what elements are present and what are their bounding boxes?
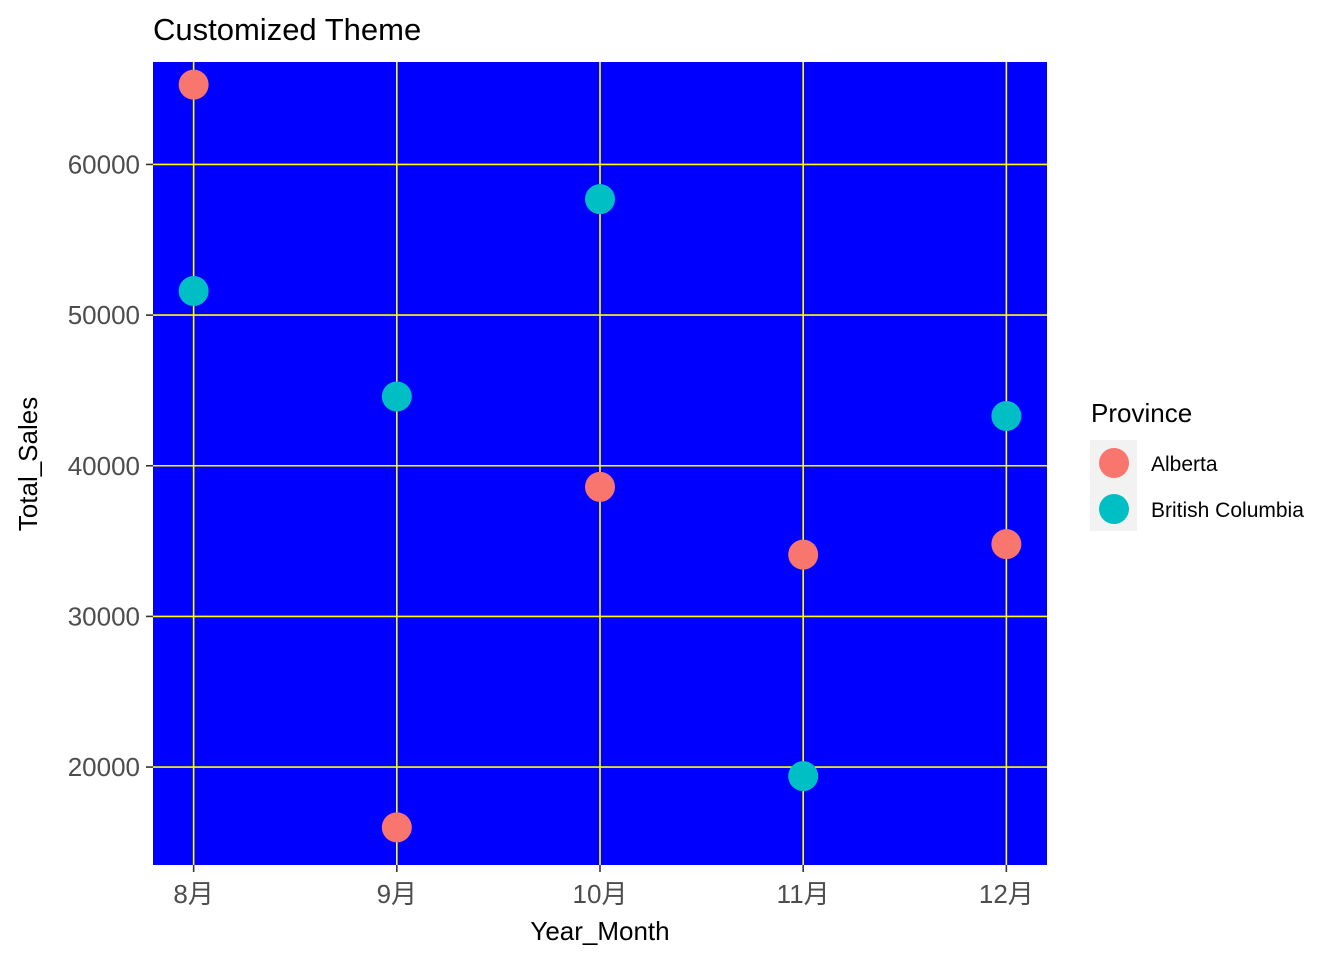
chart-title: Customized Theme — [153, 12, 421, 47]
y-axis: 20000 30000 40000 50000 60000 — [68, 149, 153, 782]
point-british-columbia — [788, 761, 819, 792]
x-tick-label: 9月 — [377, 879, 417, 909]
point-alberta — [585, 471, 615, 502]
point-british-columbia — [585, 184, 615, 215]
legend: Province Alberta British Columbia — [1090, 398, 1304, 531]
legend-label-alberta: Alberta — [1151, 453, 1218, 476]
legend-key-alberta — [1099, 448, 1129, 478]
x-tick-label: 8月 — [173, 879, 213, 909]
y-tick-label: 50000 — [68, 300, 140, 330]
legend-key-british-columbia — [1099, 494, 1129, 524]
y-axis-title: Total_Sales — [13, 397, 43, 531]
x-axis: 8月 9月 10月 11月 12月 — [173, 865, 1034, 909]
point-british-columbia — [991, 401, 1022, 432]
point-british-columbia — [178, 275, 209, 306]
data-points — [178, 69, 1022, 843]
x-tick-label: 10月 — [573, 879, 628, 909]
point-alberta — [381, 812, 412, 843]
legend-label-british-columbia: British Columbia — [1151, 499, 1304, 522]
point-alberta — [991, 529, 1022, 560]
x-tick-label: 11月 — [777, 879, 830, 909]
point-british-columbia — [381, 381, 412, 412]
y-tick-label: 30000 — [68, 601, 140, 631]
point-alberta — [178, 69, 209, 100]
x-axis-title: Year_Month — [530, 916, 669, 946]
y-tick-label: 20000 — [68, 752, 140, 782]
legend-title: Province — [1091, 398, 1192, 428]
x-tick-label: 12月 — [979, 879, 1034, 909]
y-tick-label: 40000 — [68, 451, 140, 481]
point-alberta — [788, 539, 819, 570]
y-tick-label: 60000 — [68, 149, 140, 179]
